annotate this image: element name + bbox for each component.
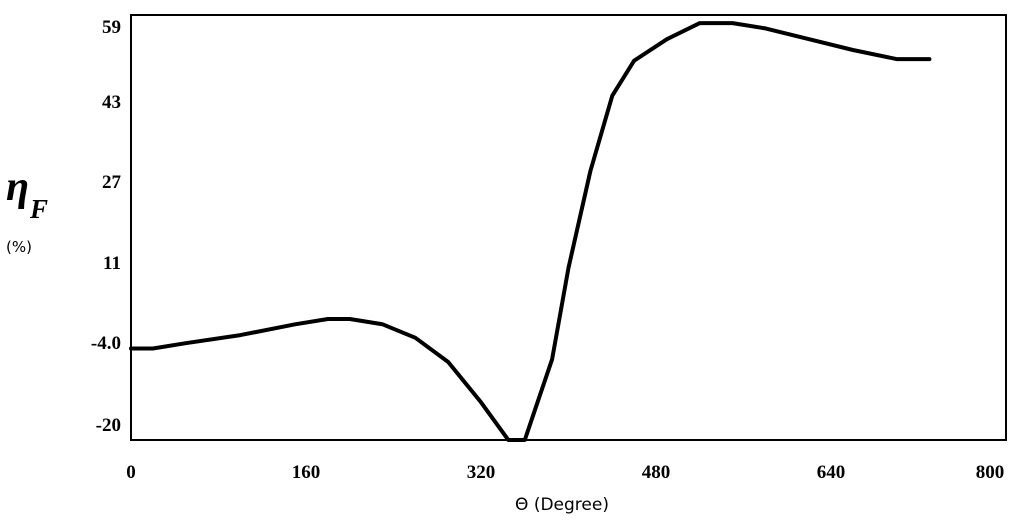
y-axis-title: η F (%)	[6, 164, 48, 256]
y-tick-label: 11	[103, 253, 121, 274]
plot-area	[129, 14, 1007, 442]
y-tick-label: 43	[102, 92, 121, 113]
y-axis: 59 43 27 11 -4.0 -20	[91, 17, 122, 436]
y-tick-label: 59	[102, 17, 121, 38]
y-axis-symbol: η	[6, 164, 29, 210]
x-axis: 0 160 320 480 640 800 Θ (Degree)	[126, 462, 1004, 515]
plot-frame	[130, 14, 1007, 441]
y-axis-subscript: F	[29, 194, 48, 224]
x-tick-label: 800	[976, 462, 1005, 483]
y-axis-unit: (%)	[6, 238, 32, 256]
y-tick-label: -4.0	[91, 333, 121, 354]
x-tick-label: 160	[292, 462, 321, 483]
x-tick-label: 480	[642, 462, 671, 483]
y-tick-label: 27	[102, 172, 122, 193]
series-line	[129, 21, 932, 442]
x-axis-title: Θ (Degree)	[515, 495, 609, 515]
x-tick-label: 320	[467, 462, 496, 483]
x-tick-label: 640	[817, 462, 846, 483]
y-tick-label: -20	[96, 415, 121, 436]
x-tick-label: 0	[126, 462, 136, 483]
